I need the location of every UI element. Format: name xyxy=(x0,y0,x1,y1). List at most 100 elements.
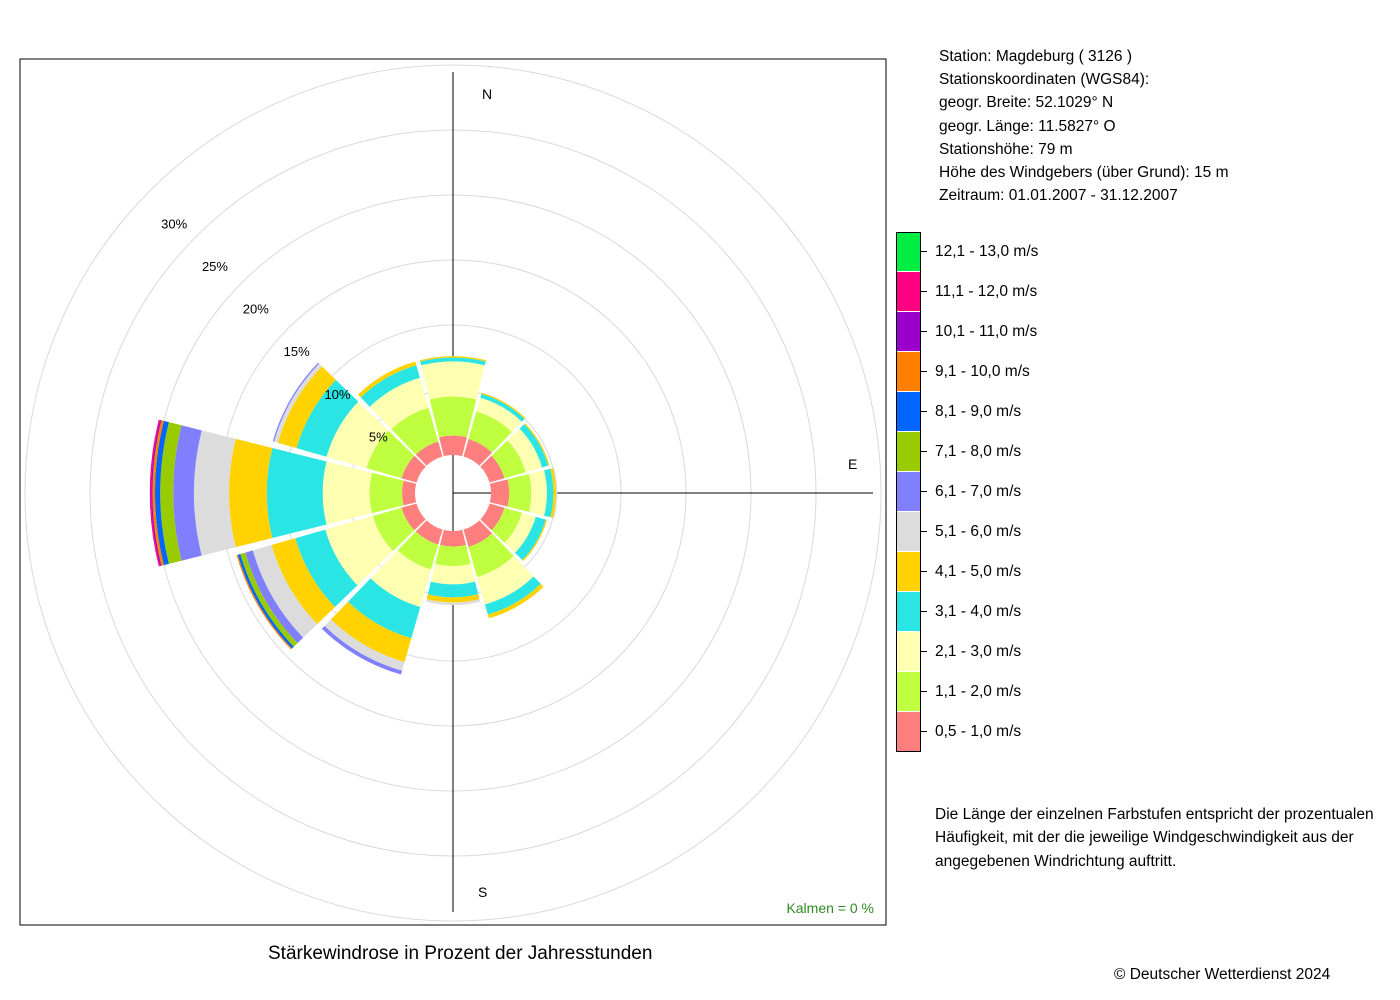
legend-swatch xyxy=(896,712,921,751)
sector-segment-60-class-2 xyxy=(491,440,526,479)
sector-segment-90-class-3 xyxy=(528,470,547,516)
sector-segment-270-class-5 xyxy=(229,438,273,548)
legend-label: 4,1 - 5,0 m/s xyxy=(935,563,1022,580)
sector-segment-180-class-5 xyxy=(426,594,480,603)
sector-segment-270-class-9 xyxy=(155,420,169,566)
station-longitude: geogr. Länge: 11.5827° O xyxy=(939,117,1116,135)
legend-frame xyxy=(896,232,921,752)
sector-segment-270-class-11 xyxy=(151,419,162,567)
sector-segment-150-class-4 xyxy=(484,576,541,615)
sector-segment-150-class-1 xyxy=(463,520,493,548)
legend-tick xyxy=(921,371,927,372)
station-coords-title: Stationskoordinaten (WGS84): xyxy=(939,71,1150,89)
sector-segment-210-class-2 xyxy=(397,531,439,570)
sector-segment-330-class-2 xyxy=(391,407,439,455)
legend-item: 9,1 - 10,0 m/s xyxy=(896,352,1096,392)
sector-segment-0-class-4 xyxy=(420,357,486,366)
sector-segment-150-class-2 xyxy=(468,533,514,578)
sector-segment-0-class-3 xyxy=(421,361,485,400)
sector-segment-120-class-1 xyxy=(480,503,505,531)
sector-segment-30-class-4 xyxy=(480,393,525,422)
legend-tick xyxy=(921,691,927,692)
sector-segment-330-class-3 xyxy=(369,377,429,430)
sector-segment-300-class-1 xyxy=(401,455,426,483)
plot-frame xyxy=(19,58,887,926)
radial-tick-label: 15% xyxy=(284,344,310,359)
sector-segment-210-class-5 xyxy=(330,601,412,662)
direction-label-n: N xyxy=(482,86,492,102)
legend-tick xyxy=(921,251,927,252)
sector-segment-240-class-6 xyxy=(252,545,318,638)
explanation-note: Die Länge der einzelnen Farbstufen entsp… xyxy=(935,806,1374,870)
speed-legend: 12,1 - 13,0 m/s 11,1 - 12,0 m/s 10,1 - 11,… xyxy=(896,232,1096,752)
legend-label: 5,1 - 6,0 m/s xyxy=(935,523,1022,540)
sector-segment-180-class-6 xyxy=(425,599,481,606)
sector-segment-180-class-4 xyxy=(427,581,479,598)
sector-segment-270-class-1 xyxy=(402,480,417,506)
sector-segment-120-class-2 xyxy=(491,507,523,543)
legend-item: 2,1 - 3,0 m/s xyxy=(896,632,1096,672)
sector-segment-270-class-10 xyxy=(152,420,164,566)
legend-label: 7,1 - 8,0 m/s xyxy=(935,443,1022,460)
sector-segment-300-class-3 xyxy=(326,401,389,469)
legend-label: 12,1 - 13,0 m/s xyxy=(935,243,1039,260)
chart-caption: Stärkewindrose in Prozent der Jahresstun… xyxy=(268,943,653,964)
sector-segment-210-class-1 xyxy=(415,520,443,545)
sector-segment-180-class-2 xyxy=(435,545,471,567)
sector-segment-0-class-2 xyxy=(429,396,477,438)
legend-label: 8,1 - 9,0 m/s xyxy=(935,403,1022,420)
legend-item: 12,1 - 13,0 m/s xyxy=(896,232,1096,272)
legend-item: 10,1 - 11,0 m/s xyxy=(896,312,1096,352)
sector-segment-240-class-2 xyxy=(372,507,415,552)
legend-item: 3,1 - 4,0 m/s xyxy=(896,592,1096,632)
sector-segment-240-class-1 xyxy=(401,503,426,531)
legend-label: 2,1 - 3,0 m/s xyxy=(935,643,1022,660)
sector-segment-300-class-6 xyxy=(274,363,322,443)
sector-segment-180-class-3 xyxy=(430,563,476,585)
sector-segment-60-class-1 xyxy=(480,455,505,483)
sector-segment-270-class-3 xyxy=(322,461,372,525)
station-height: Stationshöhe: 79 m xyxy=(939,140,1073,158)
sector-segment-30-class-5 xyxy=(481,392,526,419)
sector-segment-240-class-4 xyxy=(295,529,358,607)
sector-segment-0-class-1 xyxy=(439,435,467,457)
legend-tick xyxy=(921,451,927,452)
radial-tick-label: 25% xyxy=(202,259,228,274)
sector-segment-210-class-3 xyxy=(370,550,432,608)
sector-segment-240-class-8 xyxy=(240,552,298,647)
legend-label: 3,1 - 4,0 m/s xyxy=(935,603,1022,620)
anemometer-height: Höhe des Windgebers (über Grund): 15 m xyxy=(939,164,1229,182)
legend-item: 11,1 - 12,0 m/s xyxy=(896,272,1096,312)
sector-segment-240-class-7 xyxy=(245,550,304,644)
sector-segment-210-class-7 xyxy=(321,626,403,675)
station-latitude: geogr. Breite: 52.1029° N xyxy=(939,94,1114,112)
station-name: Station: Magdeburg ( 3126 ) xyxy=(939,48,1133,65)
sector-segment-210-class-4 xyxy=(348,578,421,639)
legend-tick xyxy=(921,291,927,292)
sector-segment-90-class-6 xyxy=(552,467,558,519)
sector-segment-270-class-2 xyxy=(369,472,404,514)
radial-tick-label: 10% xyxy=(324,387,350,402)
calm-label: Kalmen = 0 % xyxy=(786,900,874,916)
legend-item: 6,1 - 7,0 m/s xyxy=(896,472,1096,512)
sector-segment-150-class-3 xyxy=(477,555,534,605)
sector-segment-240-class-3 xyxy=(325,516,393,586)
legend-tick xyxy=(921,531,927,532)
sector-segment-90-class-5 xyxy=(550,468,556,518)
sector-segment-270-class-12 xyxy=(149,419,161,567)
legend-item: 1,1 - 2,0 m/s xyxy=(896,672,1096,712)
sector-segment-270-class-8 xyxy=(160,422,182,564)
sector-segment-30-class-3 xyxy=(476,397,522,432)
legend-label: 0,5 - 1,0 m/s xyxy=(935,723,1022,740)
legend-tick xyxy=(921,651,927,652)
sector-segment-300-class-4 xyxy=(296,379,359,457)
legend-tick xyxy=(921,571,927,572)
sector-segment-210-class-6 xyxy=(324,619,405,671)
radial-tick-label: 30% xyxy=(161,216,187,231)
legend-item: 0,5 - 1,0 m/s xyxy=(896,712,1096,752)
legend-tick xyxy=(921,331,927,332)
legend-tick xyxy=(921,731,927,732)
sector-segment-60-class-4 xyxy=(519,424,549,468)
sector-segment-90-class-2 xyxy=(507,474,532,512)
